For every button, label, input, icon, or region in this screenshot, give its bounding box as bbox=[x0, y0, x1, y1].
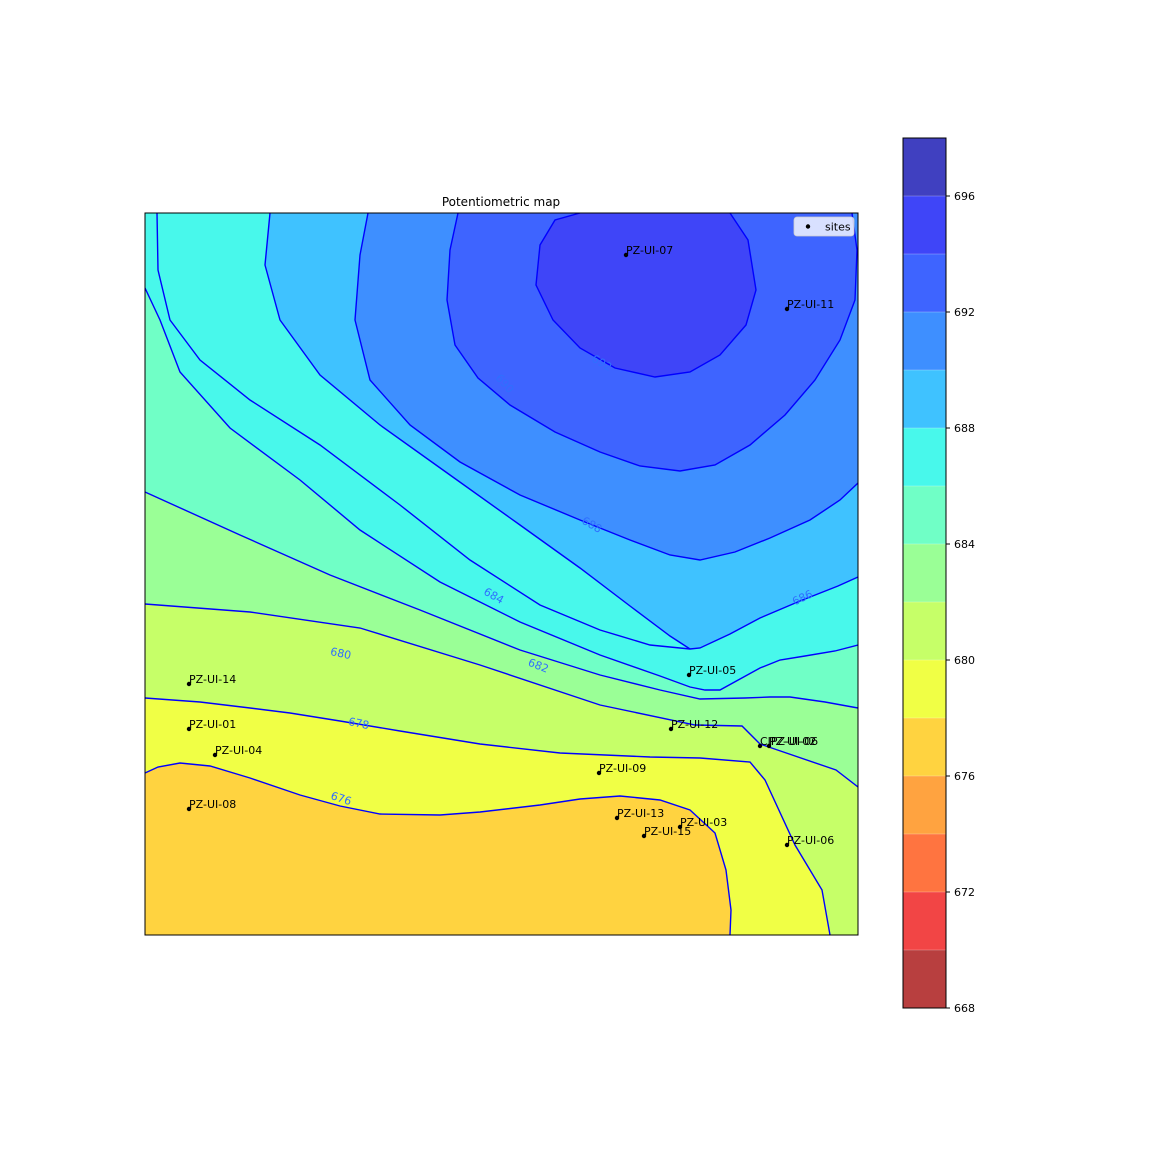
colorbar-tick-label: 692 bbox=[954, 306, 975, 319]
site-label: PZ-UI-04 bbox=[215, 744, 262, 757]
colorbar-band bbox=[903, 776, 946, 834]
site-label: PZ-UI-11 bbox=[787, 298, 834, 311]
site-label: PZ-UI-02 bbox=[769, 735, 816, 748]
colorbar-tick-label: 672 bbox=[954, 886, 975, 899]
contour-line-678 bbox=[145, 697, 831, 935]
contour-line-692 bbox=[535, 213, 757, 378]
site-point bbox=[686, 672, 692, 678]
colorbar-band bbox=[903, 486, 946, 544]
site-label: PZ-UI-03 bbox=[680, 816, 727, 829]
site-point bbox=[641, 833, 647, 839]
site-label: PZ-UI-09 bbox=[599, 762, 646, 775]
colorbar-band bbox=[903, 718, 946, 776]
colorbar-band bbox=[903, 834, 946, 892]
contour-label-680: 680 bbox=[329, 645, 352, 662]
site-label: PZ-UI-06 bbox=[787, 834, 834, 847]
site-label: PZ-UI-13 bbox=[617, 807, 664, 820]
site-point bbox=[784, 306, 790, 312]
site-point bbox=[596, 770, 602, 776]
site-point bbox=[186, 726, 192, 732]
contour-lines bbox=[145, 213, 858, 935]
legend-marker bbox=[805, 224, 811, 229]
site-label: PZ-UI-05 bbox=[689, 664, 736, 677]
site-label: PZ-UI-15 bbox=[644, 825, 691, 838]
plot-area: 676 678 680 682 684 686 688 690 692 PZ-U… bbox=[145, 213, 858, 935]
colorbar: 668 672 676 680 684 688 692 696 bbox=[902, 137, 975, 1015]
site-markers: PZ-UI-07 PZ-UI-11 PZ-UI-05 PZ-UI-14 PZ-U… bbox=[186, 244, 834, 848]
site-point bbox=[186, 806, 192, 812]
legend-box bbox=[793, 216, 855, 237]
colorbar-band bbox=[903, 950, 946, 1008]
site-label: PZ-UI-12 bbox=[671, 718, 718, 731]
colorbar-band bbox=[903, 602, 946, 660]
site-label: PZ-UI-14 bbox=[189, 673, 236, 686]
legend-label: sites bbox=[825, 221, 851, 234]
site-point bbox=[677, 824, 683, 830]
colorbar-band bbox=[903, 892, 946, 950]
colorbar-tick-label: 676 bbox=[954, 770, 975, 783]
site-point bbox=[614, 815, 620, 821]
fill-band-692-694 bbox=[536, 213, 756, 377]
colorbar-tick-label: 668 bbox=[954, 1002, 975, 1015]
plot-frame bbox=[144, 212, 859, 936]
contour-line-682 bbox=[145, 491, 858, 709]
colorbar-band bbox=[903, 370, 946, 428]
site-point bbox=[757, 743, 763, 749]
colorbar-bands bbox=[903, 138, 946, 1008]
colorbar-tick-label: 688 bbox=[954, 422, 975, 435]
colorbar-ticks: 668 672 676 680 684 688 692 696 bbox=[946, 190, 975, 1015]
chart-title: Potentiometric map bbox=[442, 195, 560, 209]
colorbar-band bbox=[903, 660, 946, 718]
contour-line-688b bbox=[354, 213, 858, 561]
contour-line-688 bbox=[264, 213, 691, 650]
filled-contours bbox=[145, 213, 858, 935]
colorbar-tick-label: 680 bbox=[954, 654, 975, 667]
colorbar-band bbox=[903, 544, 946, 602]
contour-label-678: 678 bbox=[347, 715, 370, 732]
site-point bbox=[784, 842, 790, 848]
site-point bbox=[668, 726, 674, 732]
colorbar-tick-label: 684 bbox=[954, 538, 975, 551]
fill-band-674-676 bbox=[145, 763, 731, 935]
site-point bbox=[623, 252, 629, 258]
colorbar-band bbox=[903, 138, 946, 196]
contour-line-684 bbox=[145, 287, 858, 691]
contour-line-690 bbox=[446, 213, 858, 472]
site-label: PZ-UI-01 bbox=[189, 718, 236, 731]
colorbar-frame bbox=[902, 137, 947, 1009]
colorbar-band bbox=[903, 254, 946, 312]
contour-line-676 bbox=[145, 762, 732, 935]
contour-label-676: 676 bbox=[329, 789, 353, 808]
contour-line-680 bbox=[145, 603, 858, 788]
fill-band-678-680 bbox=[145, 604, 858, 935]
colorbar-tick-label: 696 bbox=[954, 190, 975, 203]
site-label: PZ-UI-07 bbox=[626, 244, 673, 257]
site-label: CIPZ-UI-06 bbox=[760, 735, 818, 748]
colorbar-band bbox=[903, 428, 946, 486]
colorbar-band bbox=[903, 196, 946, 254]
colorbar-band bbox=[903, 312, 946, 370]
site-point bbox=[212, 752, 218, 758]
site-label: PZ-UI-08 bbox=[189, 798, 236, 811]
site-point bbox=[766, 743, 772, 749]
legend: sites bbox=[793, 216, 855, 237]
site-point bbox=[186, 681, 192, 687]
contour-line-686 bbox=[156, 213, 858, 650]
